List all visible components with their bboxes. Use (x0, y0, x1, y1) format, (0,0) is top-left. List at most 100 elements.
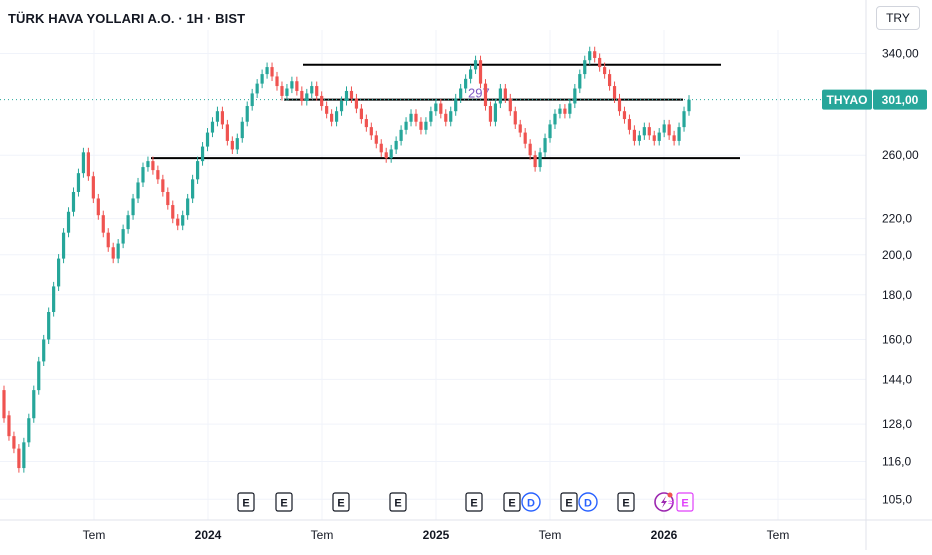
candle-body (171, 205, 175, 219)
price-badge: THYAO 301,00 (822, 89, 927, 110)
candle-body (240, 121, 244, 139)
candle-body (449, 111, 453, 122)
event-earnings-box (465, 492, 483, 512)
candle-body (573, 88, 577, 104)
candle-body (116, 243, 120, 259)
candle-body (106, 232, 110, 248)
candle-body (349, 90, 354, 99)
candle-body (141, 167, 145, 183)
candle-body (359, 108, 363, 120)
event-earnings-label: E (622, 498, 629, 510)
approx-icon: ≈ (668, 497, 674, 509)
candle-body (37, 361, 41, 391)
event-earnings[interactable]: E (332, 492, 350, 512)
candle-body (498, 88, 502, 104)
candle-body (47, 312, 51, 340)
candle-body (320, 95, 324, 107)
candle-body (300, 90, 304, 101)
candle-body (275, 76, 279, 87)
candle-body (459, 88, 463, 99)
event-earnings-label: E (337, 498, 344, 510)
candle-body (310, 86, 314, 94)
x-tick-label: 2024 (195, 528, 222, 542)
candle-body (156, 170, 160, 180)
x-tick-label: Tem (767, 528, 790, 542)
candle-body (210, 121, 215, 133)
event-earnings[interactable]: E (465, 492, 483, 512)
candle-body (424, 121, 428, 130)
candle-body (548, 124, 552, 139)
event-dividend[interactable]: D (521, 492, 541, 512)
event-earnings[interactable]: E (389, 492, 407, 512)
candle-body (379, 143, 383, 153)
candle-body (205, 132, 210, 147)
candle-body (176, 218, 180, 226)
event-earnings[interactable]: E (237, 492, 255, 512)
candle-body (478, 60, 483, 84)
candle-body (612, 86, 617, 99)
candle-body (568, 103, 572, 114)
candle-body (52, 286, 56, 313)
candle-body (508, 98, 512, 112)
event-dividend-circle (521, 492, 541, 512)
y-tick-label: 180,0 (882, 288, 912, 302)
candle-body (647, 127, 651, 136)
candle-body (652, 135, 656, 141)
y-tick-label: 160,0 (882, 332, 912, 346)
y-tick-label: 220,0 (882, 212, 912, 226)
candle-body (136, 182, 140, 199)
candle-body (245, 106, 249, 122)
candle-body (538, 152, 542, 168)
candle-body (399, 129, 403, 141)
event-earnings-label: E (508, 498, 515, 510)
symbol-badge (822, 89, 872, 110)
candle-body (454, 98, 458, 112)
event-earnings-upcoming[interactable]: ≈ E (668, 492, 694, 512)
candle-body (166, 191, 170, 206)
candle-body (444, 113, 448, 122)
candle-body (57, 258, 61, 287)
candle-body (404, 121, 408, 130)
candle-body (230, 140, 234, 150)
candle-body (334, 111, 339, 122)
y-tick-label: 340,00 (882, 46, 919, 60)
candle-body (161, 179, 165, 192)
candle-body (588, 51, 592, 61)
candle-body (250, 93, 254, 107)
candle-body (111, 247, 115, 259)
event-earnings[interactable]: E (275, 492, 293, 512)
candle-body (493, 103, 498, 122)
candle-body (543, 138, 547, 153)
candle-body (191, 179, 195, 199)
candle-body (483, 83, 488, 107)
candle-body (518, 124, 522, 133)
candle-body (280, 86, 284, 96)
candle-body (389, 149, 393, 159)
candle-body (290, 81, 294, 89)
event-split-icon[interactable] (654, 492, 674, 512)
candle-body (76, 173, 81, 192)
candle-body (126, 215, 130, 230)
currency-button[interactable]: TRY (876, 6, 920, 30)
event-earnings-label: E (470, 498, 477, 510)
candle-body (86, 152, 90, 177)
candle-body (315, 86, 319, 96)
candle-body (593, 51, 597, 58)
event-earnings-label: E (394, 498, 401, 510)
y-tick-label: 128,0 (882, 417, 912, 431)
candles-layer (2, 46, 691, 473)
x-tick-label: 2025 (423, 528, 450, 542)
y-tick-label: 200,0 (882, 248, 912, 262)
event-earnings[interactable]: E (560, 492, 578, 512)
candle-body (91, 176, 95, 199)
event-earnings[interactable]: E (503, 492, 521, 512)
candle-body (17, 448, 21, 469)
event-earnings[interactable]: E (617, 492, 635, 512)
candle-body (330, 113, 334, 122)
candle-body (131, 198, 135, 216)
candle-body (468, 69, 473, 79)
event-dividend[interactable]: D (578, 492, 598, 512)
